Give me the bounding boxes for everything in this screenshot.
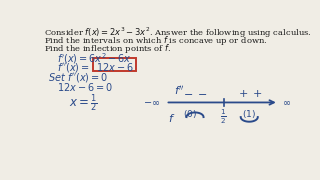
Text: $f''$: $f''$ [174, 84, 185, 97]
Text: $+ \; +$: $+ \; +$ [238, 88, 263, 99]
Text: $f$: $f$ [168, 112, 175, 124]
Text: Set $f''(x) = 0$: Set $f''(x) = 0$ [48, 71, 108, 84]
Text: $(1)$: $(1)$ [242, 108, 256, 120]
Text: Consider $f(x) = 2x^3 - 3x^2$. Answer the following using calculus.: Consider $f(x) = 2x^3 - 3x^2$. Answer th… [44, 25, 312, 40]
Text: $12x - 6$: $12x - 6$ [96, 61, 133, 73]
Text: $\infty$: $\infty$ [282, 97, 291, 107]
Text: Find the inflection points of $f$.: Find the inflection points of $f$. [44, 42, 171, 55]
Text: $\frac{1}{2}$: $\frac{1}{2}$ [220, 107, 227, 125]
Text: $x = \frac{1}{2}$: $x = \frac{1}{2}$ [69, 93, 98, 114]
Text: $f'(x) = 6x^2 - 6x$: $f'(x) = 6x^2 - 6x$ [57, 51, 132, 66]
Text: $-\infty$: $-\infty$ [143, 97, 160, 107]
Text: $f''(x) =$: $f''(x) =$ [57, 61, 90, 74]
Text: $(0)$: $(0)$ [183, 108, 196, 120]
Text: $- \; -$: $- \; -$ [183, 88, 207, 98]
Text: $12x - 6 = 0$: $12x - 6 = 0$ [57, 81, 113, 93]
Text: Find the intervals on which $f$ is concave up or down.: Find the intervals on which $f$ is conca… [44, 34, 268, 47]
